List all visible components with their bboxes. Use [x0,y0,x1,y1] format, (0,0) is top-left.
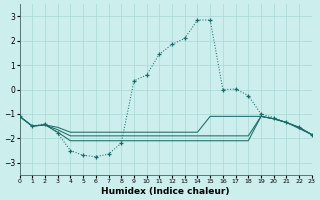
X-axis label: Humidex (Indice chaleur): Humidex (Indice chaleur) [101,187,230,196]
